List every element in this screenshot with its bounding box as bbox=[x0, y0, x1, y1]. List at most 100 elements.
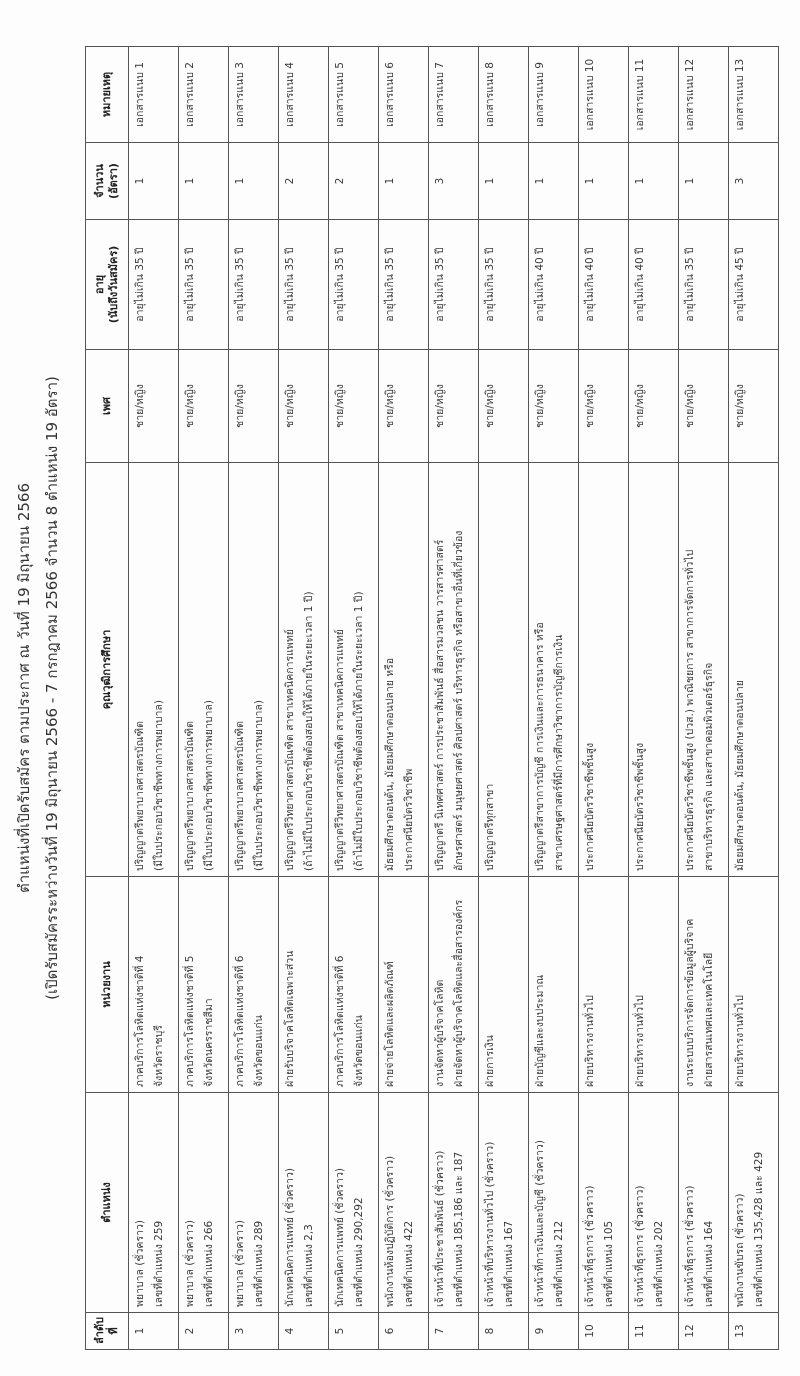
qualification-line2: (ถ้าไม่มีใบประกอบวิชาชีพต้องสอบให้ได้ภาย… bbox=[303, 591, 315, 871]
cell-count: 1 bbox=[478, 142, 529, 220]
header-seq: ลำดับที่ bbox=[85, 1312, 129, 1350]
cell-qualification: มัธยมศึกษาตอนต้น, มัธยมศึกษาตอนปลาย bbox=[728, 462, 779, 877]
qualification-line2: (มีใบประกอบวิชาชีพทางการพยาบาล) bbox=[153, 700, 165, 871]
cell-seq: 5 bbox=[328, 1312, 379, 1350]
qualification-line1: ประกาศนียบัตรวิชาชีพชั้นสูง bbox=[634, 742, 646, 871]
header-remark: หมายเหตุ bbox=[85, 46, 129, 143]
cell-count: 3 bbox=[428, 142, 479, 220]
cell-position: พยาบาล (ชั่วคราว) เลขที่ตำแหน่ง 289 bbox=[228, 1092, 279, 1313]
position-title: เจ้าหน้าที่ประชาสัมพันธ์ (ชั่วคราว) bbox=[434, 1150, 446, 1307]
cell-count: 2 bbox=[328, 142, 379, 220]
cell-gender: ชาย/หญิง bbox=[678, 349, 729, 463]
header-age-line1: อายุ bbox=[93, 274, 106, 295]
qualification-line1: ปริญญาตรีวิทยาศาสตรบัณฑิต สาขาเทคนิคการแ… bbox=[334, 629, 346, 871]
cell-gender: ชาย/หญิง bbox=[278, 349, 329, 463]
cell-age: อายุไม่เกิน 40 ปี bbox=[528, 219, 579, 350]
cell-seq: 10 bbox=[578, 1312, 629, 1350]
cell-gender: ชาย/หญิง bbox=[478, 349, 529, 463]
cell-remark: เอกสารแนบ 10 bbox=[578, 46, 629, 143]
cell-count: 2 bbox=[278, 142, 329, 220]
cell-gender: ชาย/หญิง bbox=[228, 349, 279, 463]
cell-unit: ภาคบริการโลหิตแห่งชาติที่ 6 จังหวัดขอนแก่… bbox=[328, 876, 379, 1093]
cell-position: พนักงานห้องปฏิบัติการ (ชั่วคราว) เลขที่ตำ… bbox=[378, 1092, 429, 1313]
cell-gender: ชาย/หญิง bbox=[178, 349, 229, 463]
cell-remark: เอกสารแนบ 4 bbox=[278, 46, 329, 143]
cell-unit: ฝ่ายการเงิน bbox=[478, 876, 529, 1093]
cell-age: อายุไม่เกิน 35 ปี bbox=[278, 219, 329, 350]
cell-gender: ชาย/หญิง bbox=[528, 349, 579, 463]
header-unit: หน่วยงาน bbox=[85, 876, 129, 1093]
header-count: จำนวน (อัตรา) bbox=[85, 142, 129, 220]
unit-line2: จังหวัดราชบุรี bbox=[153, 1025, 165, 1087]
position-title: เจ้าหน้าที่การเงินและบัญชี (ชั่วคราว) bbox=[534, 1140, 546, 1307]
cell-position: เจ้าหน้าที่ธุรการ (ชั่วคราว) เลขที่ตำแหน่… bbox=[578, 1092, 629, 1313]
cell-position: พยาบาล (ชั่วคราว) เลขที่ตำแหน่ง 259 bbox=[128, 1092, 179, 1313]
qualification-line1: ปริญญาตรีสาขาการบัญชี การเงินและการธนาคา… bbox=[534, 622, 546, 871]
position-title: พนักงานขับรถ (ชั่วคราว) bbox=[734, 1193, 746, 1307]
position-number: เลขที่ตำแหน่ง 290,292 bbox=[353, 1197, 365, 1307]
unit-line1: ภาคบริการโลหิตแห่งชาติที่ 4 bbox=[134, 955, 146, 1087]
unit-line1: ฝ่ายบริหารงานทั่วไป bbox=[734, 995, 746, 1087]
cell-count: 1 bbox=[128, 142, 179, 220]
cell-seq: 12 bbox=[678, 1312, 729, 1350]
unit-line1: ฝ่ายบริหารงานทั่วไป bbox=[584, 995, 596, 1087]
cell-qualification: ประกาศนียบัตรวิชาชีพชั้นสูง (ปวส.) พาณิช… bbox=[678, 462, 729, 877]
cell-unit: งานระบบบริการจัดการข้อมูลผู้บริจาค ฝ่ายสา… bbox=[678, 876, 729, 1093]
qualification-line1: ปริญญาตรี นิเทศศาสตร์ การประชาสัมพันธ์ ส… bbox=[434, 539, 446, 871]
table-header-row: ลำดับที่ ตำแหน่ง หน่วยงาน คุณวุฒิการศึกษ… bbox=[85, 46, 129, 1350]
position-number: เลขที่ตำแหน่ง 422 bbox=[403, 1220, 415, 1307]
cell-remark: เอกสารแนบ 3 bbox=[228, 46, 279, 143]
unit-line2: จังหวัดขอนแก่น bbox=[253, 1015, 265, 1087]
qualification-line2: ประกาศนียบัตรวิชาชีพ bbox=[403, 768, 415, 871]
position-number: เลขที่ตำแหน่ง 2,3 bbox=[303, 1224, 315, 1307]
unit-line1: ภาคบริการโลหิตแห่งชาติที่ 6 bbox=[234, 955, 246, 1087]
qualification-line1: ประกาศนียบัตรวิชาชีพชั้นสูง (ปวส.) พาณิช… bbox=[684, 549, 696, 871]
position-title: พยาบาล (ชั่วคราว) bbox=[134, 1220, 146, 1307]
position-title: เจ้าหน้าที่ธุรการ (ชั่วคราว) bbox=[584, 1185, 596, 1307]
unit-line2: ฝ่ายจัดหาผู้บริจาคโลหิตและสื่อสารองค์กร bbox=[453, 899, 465, 1087]
cell-gender: ชาย/หญิง bbox=[728, 349, 779, 463]
table-row: 9 เจ้าหน้าที่การเงินและบัญชี (ชั่วคราว) เล… bbox=[528, 46, 579, 1350]
cell-unit: ฝ่ายบริหารงานทั่วไป bbox=[728, 876, 779, 1093]
cell-qualification: ปริญญาตรีพยาบาลศาสตรบัณฑิต (มีใบประกอบวิช… bbox=[228, 462, 279, 877]
cell-unit: งานจัดหาผู้บริจาคโลหิต ฝ่ายจัดหาผู้บริจาค… bbox=[428, 876, 479, 1093]
position-number: เลขที่ตำแหน่ง 266 bbox=[203, 1220, 215, 1307]
cell-gender: ชาย/หญิง bbox=[128, 349, 179, 463]
cell-remark: เอกสารแนบ 11 bbox=[628, 46, 679, 143]
position-number: เลขที่ตำแหน่ง 185,186 และ 187 bbox=[453, 1151, 465, 1307]
qualification-line1: ปริญญาตรีพยาบาลศาสตรบัณฑิต bbox=[234, 721, 246, 871]
table-row: 12 เจ้าหน้าที่ธุรการ (ชั่วคราว) เลขที่ตำแห… bbox=[678, 46, 729, 1350]
cell-qualification: มัธยมศึกษาตอนต้น, มัธยมศึกษาตอนปลาย หรือ… bbox=[378, 462, 429, 877]
position-title: พยาบาล (ชั่วคราว) bbox=[184, 1220, 196, 1307]
cell-age: อายุไม่เกิน 35 ปี bbox=[678, 219, 729, 350]
cell-seq: 13 bbox=[728, 1312, 779, 1350]
cell-seq: 7 bbox=[428, 1312, 479, 1350]
cell-seq: 3 bbox=[228, 1312, 279, 1350]
cell-unit: ฝ่ายรับบริจาคโลหิตเฉพาะส่วน bbox=[278, 876, 329, 1093]
cell-unit: ฝ่ายบัญชีและงบประมาณ bbox=[528, 876, 579, 1093]
cell-gender: ชาย/หญิง bbox=[328, 349, 379, 463]
table-row: 5 นักเทคนิคการแพทย์ (ชั่วคราว) เลขที่ตำแหน… bbox=[328, 46, 379, 1350]
qualification-line2: อักษรศาสตร์ มนุษยศาสตร์ ศิลปศาสตร์ บริหา… bbox=[453, 530, 465, 871]
cell-qualification: ปริญญาตรีพยาบาลศาสตรบัณฑิต (มีใบประกอบวิช… bbox=[128, 462, 179, 877]
position-title: เจ้าหน้าที่บริหารงานทั่วไป (ชั่วคราว) bbox=[484, 1141, 496, 1307]
cell-qualification: ปริญญาตรีวิทยาศาสตรบัณฑิต สาขาเทคนิคการแ… bbox=[328, 462, 379, 877]
cell-remark: เอกสารแนบ 12 bbox=[678, 46, 729, 143]
position-number: เลขที่ตำแหน่ง 289 bbox=[253, 1220, 265, 1307]
cell-age: อายุไม่เกิน 35 ปี bbox=[328, 219, 379, 350]
cell-count: 1 bbox=[228, 142, 279, 220]
cell-unit: ฝ่ายบริหารงานทั่วไป bbox=[578, 876, 629, 1093]
cell-gender: ชาย/หญิง bbox=[428, 349, 479, 463]
position-number: เลขที่ตำแหน่ง 135,428 และ 429 bbox=[753, 1151, 765, 1307]
cell-position: นักเทคนิคการแพทย์ (ชั่วคราว) เลขที่ตำแหน่… bbox=[328, 1092, 379, 1313]
header-age-line2: (นับถึงวันสมัคร) bbox=[107, 245, 120, 324]
unit-line1: ฝ่ายบริหารงานทั่วไป bbox=[634, 995, 646, 1087]
cell-seq: 2 bbox=[178, 1312, 229, 1350]
cell-seq: 6 bbox=[378, 1312, 429, 1350]
cell-qualification: ประกาศนียบัตรวิชาชีพชั้นสูง bbox=[578, 462, 629, 877]
qualification-line1: ปริญญาตรีพยาบาลศาสตรบัณฑิต bbox=[184, 721, 196, 871]
cell-age: อายุไม่เกิน 40 ปี bbox=[628, 219, 679, 350]
unit-line2: จังหวัดนครราชสีมา bbox=[203, 998, 215, 1087]
table-row: 7 เจ้าหน้าที่ประชาสัมพันธ์ (ชั่วคราว) เลขท… bbox=[428, 46, 479, 1350]
cell-count: 1 bbox=[378, 142, 429, 220]
